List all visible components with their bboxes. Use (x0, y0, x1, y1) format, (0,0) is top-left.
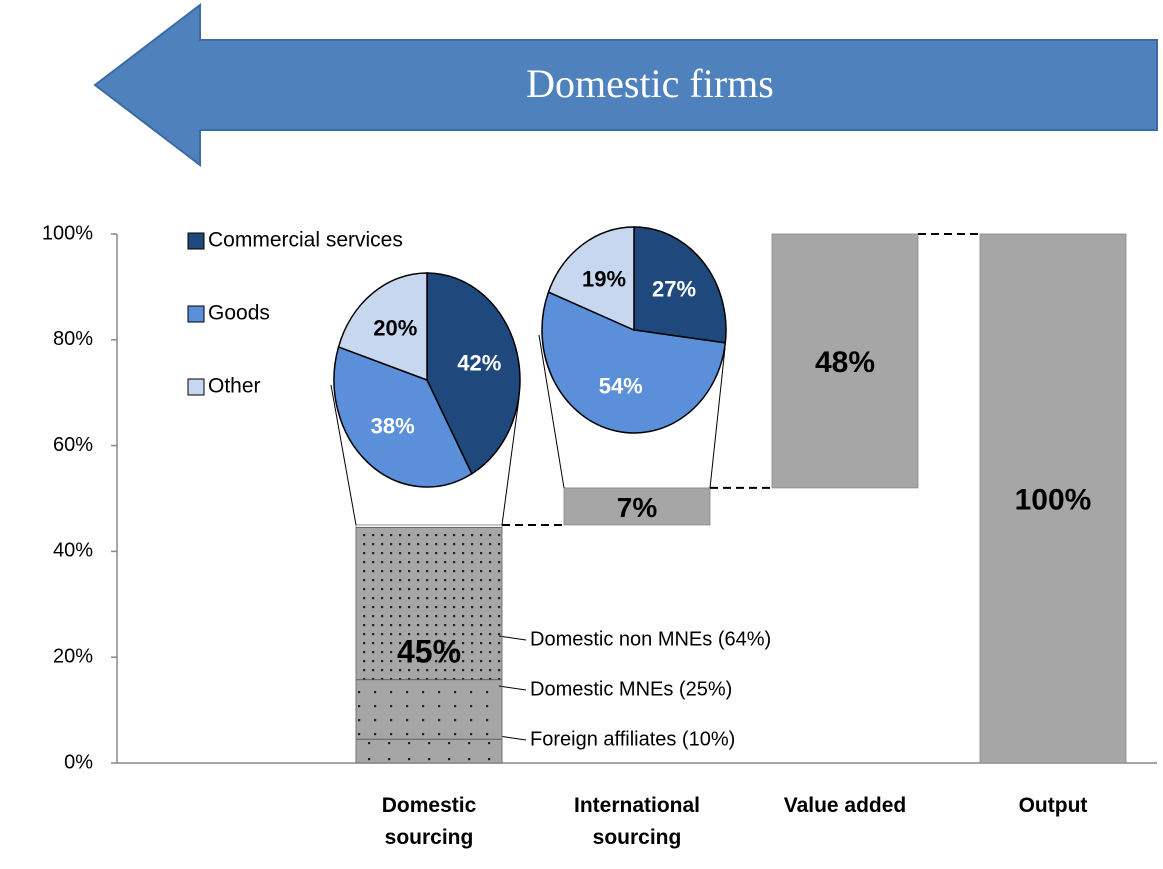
pie-label: 19% (582, 266, 626, 291)
banner-text: Domestic firms (526, 61, 774, 106)
bar (355, 524, 503, 764)
pie-slice (337, 272, 428, 382)
legend-label: Other (208, 375, 261, 398)
bar (979, 233, 1127, 764)
bar-segment (355, 679, 503, 740)
x-tick-label: Output (1018, 794, 1088, 817)
value-label: 48% (815, 346, 875, 379)
legend-swatch (187, 378, 205, 396)
pie-label: 38% (371, 414, 415, 439)
zoom-line (330, 384, 357, 526)
pie-label: 27% (652, 276, 696, 301)
pie-slice (333, 345, 473, 488)
y-tick-label: 0% (64, 751, 93, 773)
legend-swatch (187, 305, 205, 323)
legend-label: Commercial services (208, 229, 403, 252)
zoom-line (538, 334, 565, 489)
value-label: 45% (397, 633, 461, 669)
x-tick-label: International sourcing (573, 794, 700, 849)
bar (771, 233, 919, 489)
y-tick-label: 100% (42, 222, 93, 244)
y-tick-label: 60% (53, 434, 93, 456)
pie-slice (547, 226, 635, 332)
pie-label: 42% (457, 350, 501, 375)
leader-line (498, 685, 527, 691)
pie-slice (541, 291, 727, 434)
zoom-line (709, 347, 726, 488)
leader-line (498, 735, 527, 741)
leader-line (498, 635, 527, 641)
segment-label: Domestic non MNEs (64%) (530, 628, 771, 650)
segment-label: Domestic MNEs (25%) (530, 678, 732, 700)
legend-swatch (187, 232, 205, 250)
zoom-line (501, 397, 520, 526)
legend-label: Goods (208, 302, 270, 325)
pie-label: 20% (373, 316, 417, 341)
banner-arrow (93, 2, 1158, 168)
value-label: 7% (617, 492, 658, 523)
y-tick-label: 20% (53, 645, 93, 667)
x-tick-label: Domestic sourcing (381, 794, 477, 849)
pie-slice (426, 272, 521, 475)
pie-slice (633, 226, 727, 344)
y-tick-label: 80% (53, 328, 93, 350)
segment-label: Foreign affiliates (10%) (530, 728, 735, 750)
x-tick-label: Value added (783, 794, 907, 817)
bar (563, 487, 711, 526)
bar-segment (355, 738, 503, 764)
y-tick-label: 40% (53, 540, 93, 562)
pie-label: 54% (599, 374, 643, 399)
value-label: 100% (1015, 483, 1092, 516)
